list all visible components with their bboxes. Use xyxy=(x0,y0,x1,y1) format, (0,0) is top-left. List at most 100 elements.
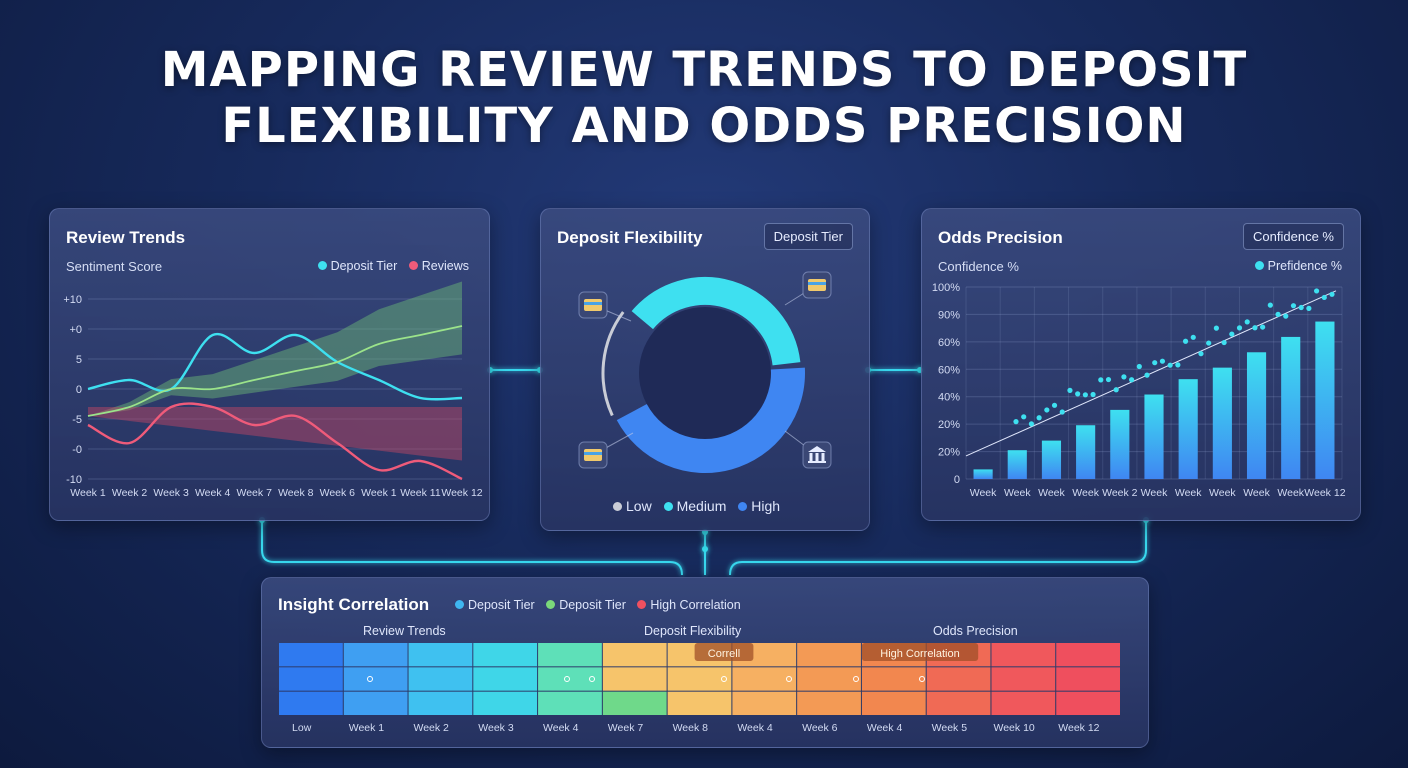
scatter-point xyxy=(1113,387,1119,393)
x-tick-label: Week 6 xyxy=(802,722,838,734)
scatter-point xyxy=(1260,324,1266,330)
donut-slice xyxy=(616,367,805,473)
bank-icon xyxy=(815,453,819,461)
correlation-tooltip-label: Correll xyxy=(708,648,740,660)
x-tick-label: Week 5 xyxy=(932,722,968,734)
heatmap-cell xyxy=(279,667,343,691)
heatmap-cell xyxy=(408,691,473,715)
legend-swatch xyxy=(546,600,556,609)
scatter-point xyxy=(1167,362,1173,368)
heatmap-cell xyxy=(926,667,991,691)
y-tick-label: 90% xyxy=(938,309,960,321)
scatter-point xyxy=(1144,372,1150,378)
x-tick-label: Week 4 xyxy=(195,487,231,499)
x-tick-label: Week 8 xyxy=(673,722,709,734)
x-tick-label: Week 2 xyxy=(1102,487,1138,499)
scatter-point xyxy=(1213,325,1219,331)
scatter-point xyxy=(1136,363,1142,370)
x-tick-label: Week xyxy=(1072,487,1099,499)
legend-swatch xyxy=(408,261,418,270)
x-tick-label: Week xyxy=(1175,487,1202,499)
legend-swatch xyxy=(637,600,647,609)
scatter-point xyxy=(1290,303,1297,309)
series-line xyxy=(87,325,463,417)
connector-node xyxy=(702,529,708,535)
y-tick-label: 0 xyxy=(954,474,960,486)
bar xyxy=(1110,409,1130,479)
card-icon xyxy=(584,452,602,455)
scatter-point xyxy=(1236,325,1243,331)
x-tick-label: Week xyxy=(1038,487,1065,499)
scatter-point xyxy=(1313,288,1320,294)
scatter-point xyxy=(1067,387,1073,393)
x-tick-label: Week 12 xyxy=(1304,487,1345,499)
heatmap-cell xyxy=(279,643,343,667)
marker-point xyxy=(853,676,859,682)
heatmap-cell xyxy=(667,691,732,715)
heatmap-cell xyxy=(1056,691,1120,715)
y-tick-label: -10 xyxy=(66,474,82,486)
legend-swatch xyxy=(455,600,464,609)
heatmap-cell xyxy=(732,691,797,715)
bar xyxy=(1246,352,1267,479)
legend-label: Reviews xyxy=(421,259,469,273)
insight-correlation-title: Insight Correlation xyxy=(278,595,430,614)
donut-slice xyxy=(601,311,625,417)
scatter-point xyxy=(1190,334,1196,340)
confidence-band-green xyxy=(88,281,462,416)
legend-label: Deposit Tier xyxy=(559,598,626,612)
x-tick-label: Week xyxy=(970,487,997,499)
heatmap-cell xyxy=(538,691,602,715)
deposit-tier-button[interactable]: Deposit Tier xyxy=(763,223,853,250)
scatter-point xyxy=(1021,414,1027,420)
heatmap-cell xyxy=(279,691,343,715)
x-tick-label: Week 4 xyxy=(737,722,773,734)
legend-label: Low xyxy=(626,498,652,514)
legend-label: Deposit Tier xyxy=(330,259,398,273)
scatter-point xyxy=(1098,377,1104,383)
page-title-line-2: FLEXIBILITY AND ODDS PRECISION xyxy=(221,98,1187,154)
confidence-button[interactable]: Confidence % xyxy=(1243,223,1344,250)
heatmap-cell xyxy=(408,667,473,691)
scatter-point xyxy=(1051,402,1058,408)
review-trends-subtitle: Sentiment Score xyxy=(66,259,163,274)
scatter-point xyxy=(1152,360,1158,366)
series-line xyxy=(87,402,463,481)
deposit-flexibility-panel: Deposit Flexibility Deposit Tier Low Med… xyxy=(540,208,870,531)
page-title-line-1: MAPPING REVIEW TRENDS TO DEPOSIT xyxy=(160,42,1248,98)
scatter-point xyxy=(1198,351,1204,357)
heatmap-cell xyxy=(991,691,1056,715)
y-tick-label: 60% xyxy=(938,364,960,376)
heatmap-cell xyxy=(473,667,538,691)
confidence-band-red xyxy=(88,407,462,461)
scatter-point xyxy=(1229,331,1235,337)
bank-icon xyxy=(808,461,826,463)
section-label-review: Review Trends xyxy=(363,624,446,638)
scatter-point xyxy=(1244,319,1250,325)
scatter-point xyxy=(1306,305,1312,311)
legend-label: Deposit Tier xyxy=(468,598,535,612)
legend-swatch xyxy=(1254,261,1264,270)
scatter-point xyxy=(1044,407,1050,413)
x-tick-label: Week xyxy=(1004,487,1031,499)
x-tick-label: Week 4 xyxy=(867,722,903,734)
x-tick-label: Week xyxy=(1277,487,1304,499)
scatter-point xyxy=(1321,294,1327,301)
scatter-point xyxy=(1075,391,1081,397)
bar xyxy=(1144,394,1164,479)
heatmap-cell xyxy=(797,643,861,667)
bank-icon xyxy=(809,453,813,461)
correlation-tooltip-label: High Correlation xyxy=(880,648,959,660)
scatter-point xyxy=(1028,421,1035,427)
scatter-point xyxy=(1275,311,1281,317)
odds-precision-title: Odds Precision xyxy=(938,228,1063,247)
heatmap-cell xyxy=(991,667,1056,691)
bar xyxy=(1076,425,1096,479)
series-line xyxy=(87,332,463,401)
heatmap-cell xyxy=(343,643,408,667)
marker-point xyxy=(721,676,727,682)
correlation-tooltip xyxy=(861,643,979,661)
y-tick-label: 40% xyxy=(938,392,960,404)
